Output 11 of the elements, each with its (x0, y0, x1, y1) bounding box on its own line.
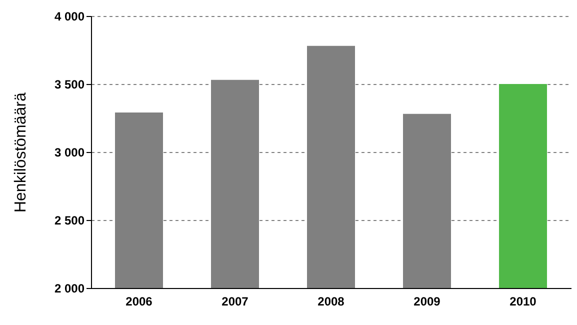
y-tick-label: 4 000 (54, 10, 85, 24)
y-tick-label: 3 000 (54, 146, 85, 160)
x-tick-label: 2009 (414, 294, 441, 308)
x-tick-label: 2010 (510, 294, 537, 308)
y-tick-label: 2 500 (54, 214, 85, 228)
y-tick-label: 3 500 (54, 78, 85, 92)
x-tick-label: 2008 (318, 294, 345, 308)
y-axis-title: Henkilöstömäärä (12, 92, 30, 213)
x-tick-label: 2007 (222, 294, 249, 308)
x-tick-label: 2006 (126, 294, 153, 308)
y-tick-label: 2 000 (54, 282, 85, 296)
